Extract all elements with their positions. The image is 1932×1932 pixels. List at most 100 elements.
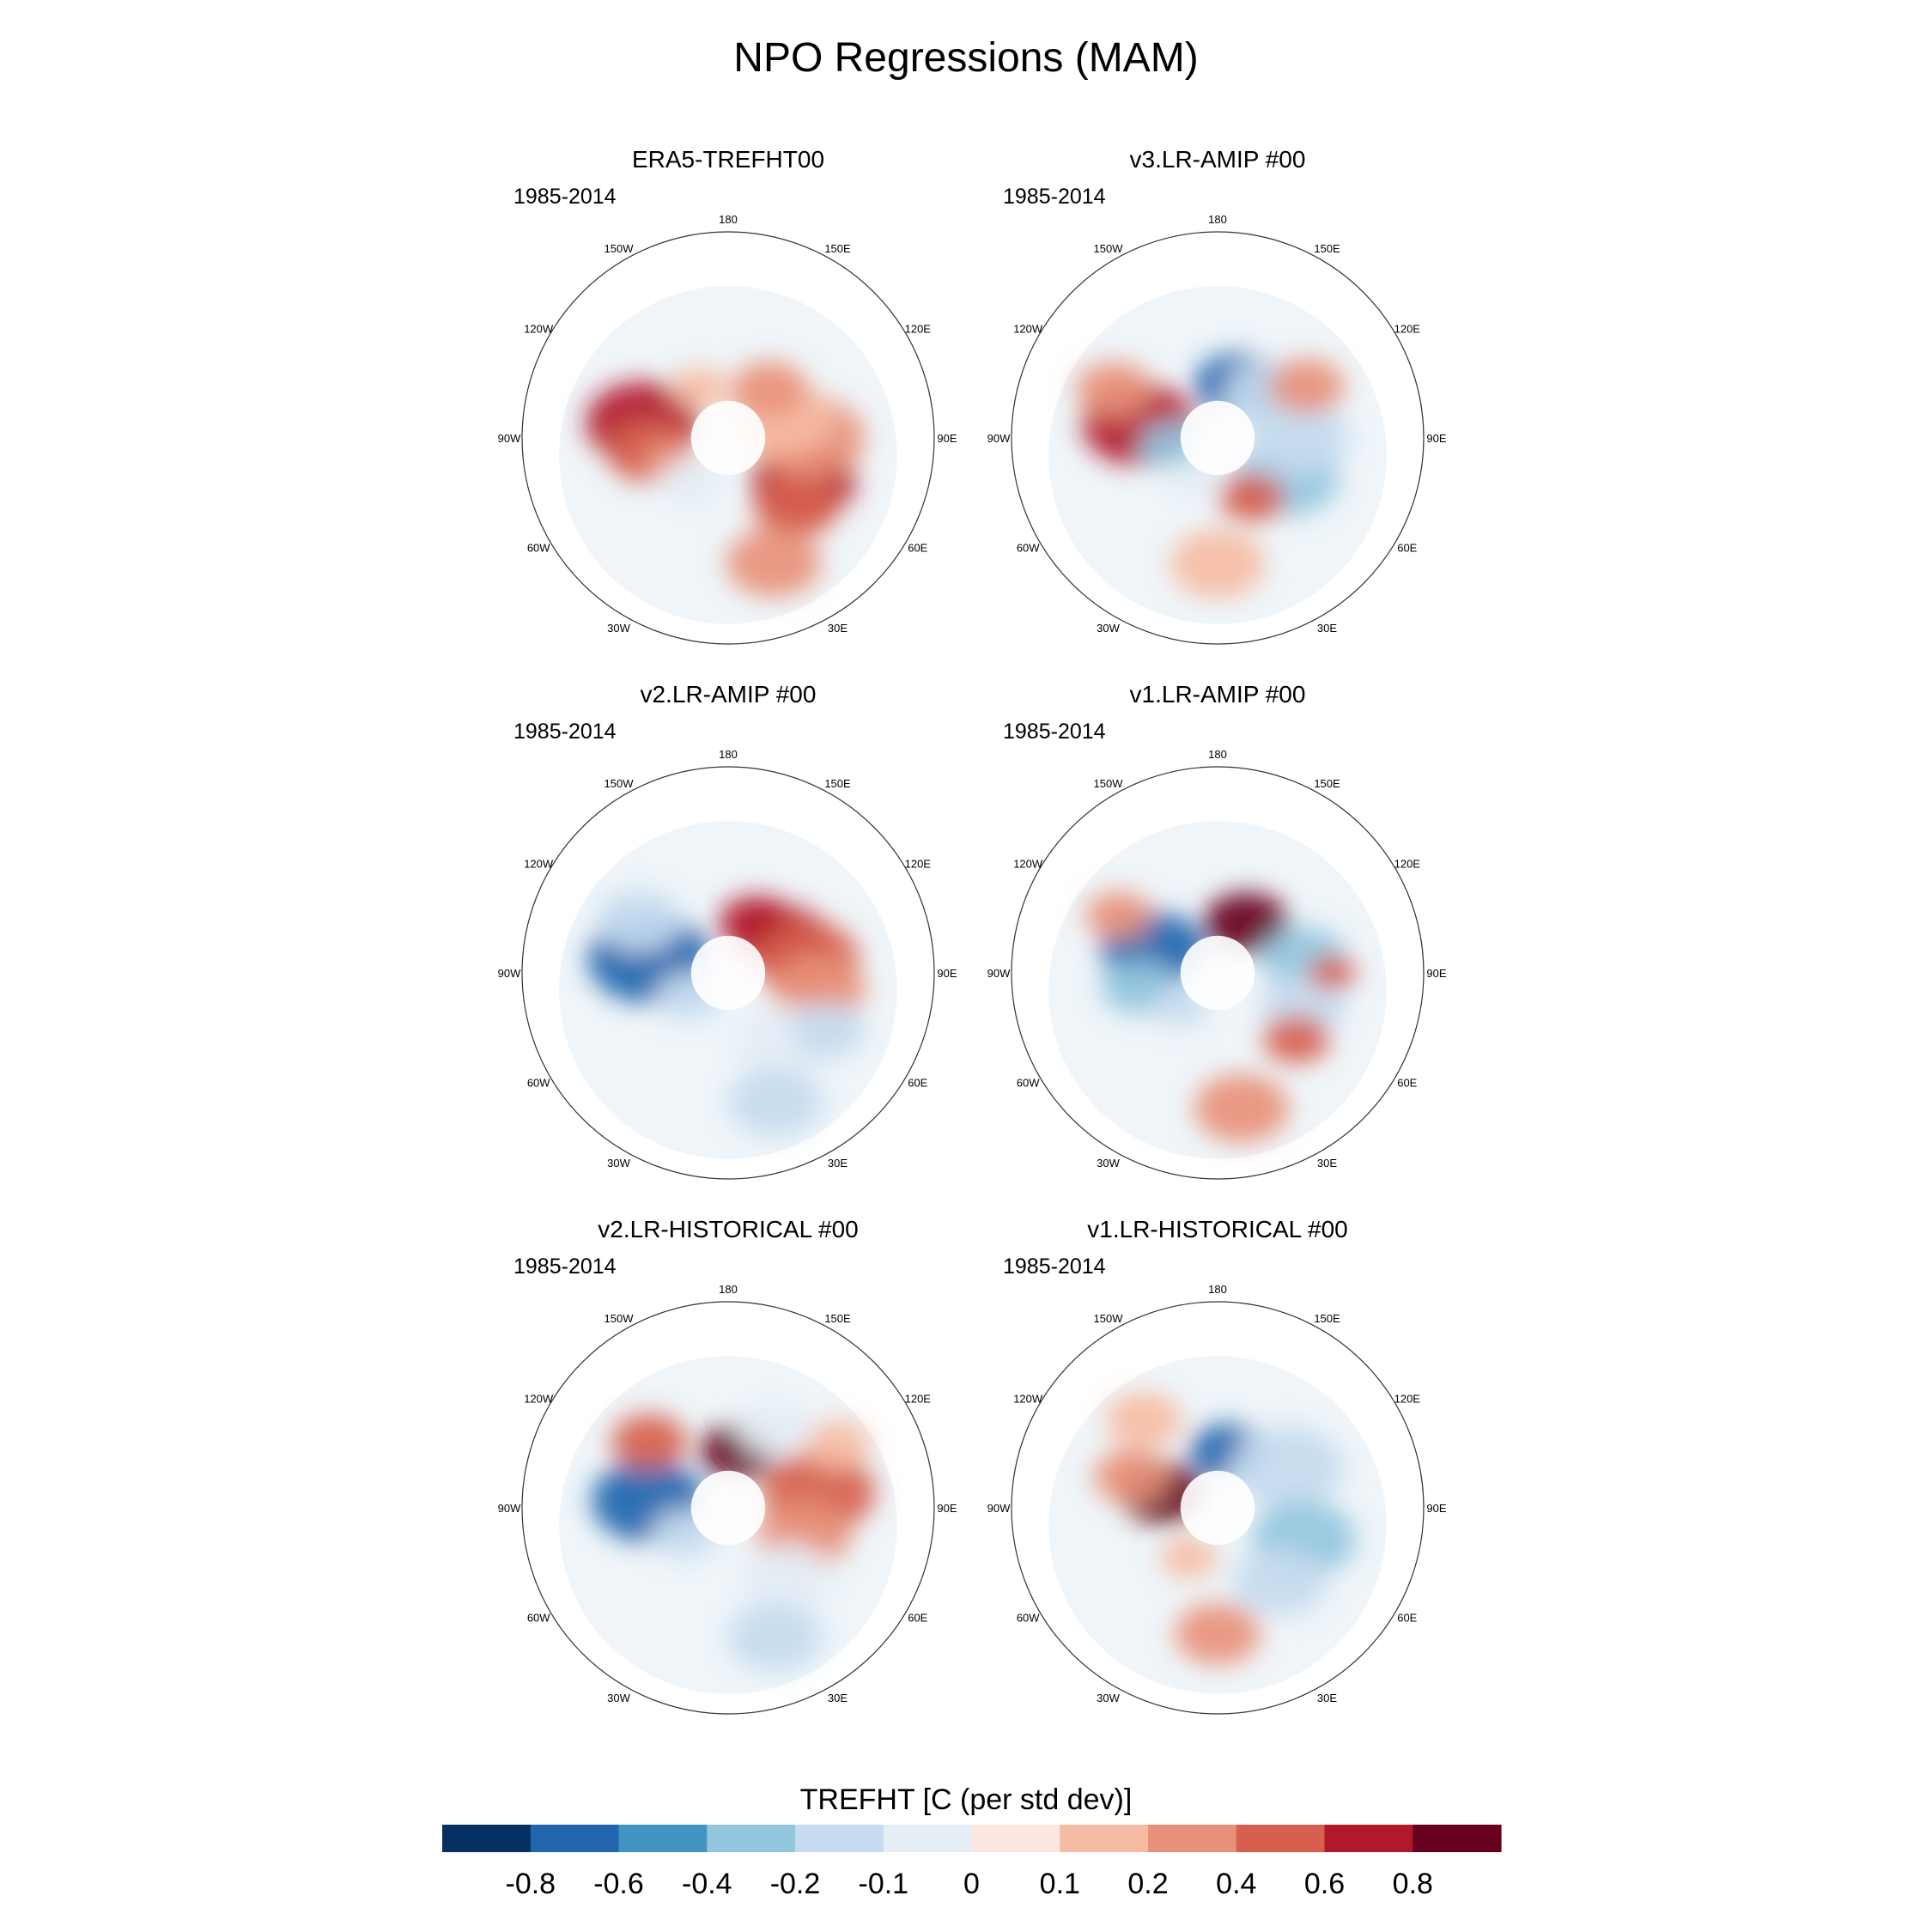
longitude-label: 180 [1208, 1283, 1227, 1296]
anomaly-region [611, 1413, 688, 1469]
longitude-label: 150E [1314, 242, 1340, 255]
panel-title: v3.LR-AMIP #00 [1129, 146, 1306, 173]
longitude-label: 90W [498, 967, 521, 980]
longitude-label: 90W [987, 1502, 1011, 1515]
longitude-label: 60E [908, 1077, 927, 1090]
longitude-label: 180 [1208, 748, 1227, 761]
map-boundary [1011, 1301, 1425, 1715]
polar-map: 180 150E 120E 90E 60E 30E 0 30W 60W 90W 120W 150W [498, 748, 957, 1188]
longitude-label: 30E [828, 622, 848, 635]
colorbar-tick-label: -0.1 [859, 1868, 909, 1900]
longitude-label: 180 [719, 748, 738, 761]
anomaly-region [1218, 473, 1285, 522]
polar-map: 180 150E 120E 90E 60E 30E 0 30W 60W 90W 120W 150W [498, 213, 957, 653]
longitude-label: 30E [1317, 1692, 1337, 1704]
longitude-label: 30W [1097, 1157, 1120, 1170]
longitude-label: 30W [1097, 1692, 1120, 1704]
anomaly-region [726, 528, 821, 598]
longitude-label: 0 [725, 651, 731, 653]
arctic-ocean [690, 400, 766, 476]
anomaly-region [1085, 891, 1151, 940]
colorbar: -0.8 -0.6 -0.4 -0.2 -0.1 0 0.1 0.2 0.4 0.6 0.8 [442, 1825, 1502, 1900]
longitude-label: 0 [725, 1721, 731, 1722]
colorbar-swatch [883, 1825, 973, 1852]
longitude-label: 150W [1094, 1312, 1124, 1325]
longitude-label: 30E [828, 1692, 848, 1704]
colorbar-tick-label: 0.6 [1304, 1868, 1345, 1900]
colorbar-swatch [795, 1825, 884, 1852]
panel-period: 1985-2014 [513, 1255, 617, 1279]
map-panel: v1.LR-AMIP #00 1985-2014 180 150E 120E 90E 60E… [977, 681, 1458, 1188]
longitude-label: 150E [824, 242, 851, 255]
anomaly-region [753, 475, 839, 538]
anomaly-region [1170, 529, 1265, 598]
colorbar-tick-label: 0.1 [1040, 1868, 1080, 1900]
longitude-label: 0 [725, 1186, 731, 1188]
longitude-label: 0 [1214, 1186, 1220, 1188]
colorbar-swatch [1413, 1825, 1502, 1852]
colorbar-tick-label: -0.2 [770, 1868, 821, 1900]
longitude-label: 180 [1208, 213, 1227, 226]
longitude-label: 150W [605, 777, 635, 790]
colorbar-swatch [707, 1825, 796, 1852]
colorbar-tick-label: 0 [963, 1868, 980, 1900]
longitude-label: 60E [908, 542, 927, 555]
colorbar-title: TREFHT [C (per std dev)] [799, 1783, 1133, 1816]
anomaly-region [1175, 1602, 1261, 1665]
map-panel: v2.LR-HISTORICAL #00 1985-2014 180 150E 120E… [488, 1216, 969, 1722]
anomaly-region [736, 1400, 812, 1456]
longitude-label: 120E [1394, 1393, 1421, 1406]
longitude-label: 60W [1017, 1612, 1040, 1625]
colorbar-tick-label: 0.8 [1393, 1868, 1433, 1900]
anomaly-region [739, 1543, 835, 1613]
colorbar-swatch [530, 1825, 620, 1852]
anomaly-region [727, 1067, 823, 1137]
longitude-label: 120W [524, 1393, 554, 1406]
longitude-label: 30W [1097, 622, 1120, 635]
anomaly-region [1194, 1073, 1289, 1143]
arctic-ocean [690, 935, 766, 1011]
anomaly-region [1093, 1449, 1170, 1504]
longitude-label: 30E [1317, 1157, 1337, 1170]
longitude-label: 180 [719, 213, 738, 226]
longitude-label: 120W [1013, 1393, 1043, 1406]
anomaly-region [1160, 1536, 1218, 1578]
anomaly-region [1245, 400, 1350, 476]
map-panel: v1.LR-HISTORICAL #00 1985-2014 180 150E 120E… [977, 1216, 1458, 1722]
colorbar-tick-label: -0.4 [682, 1868, 732, 1900]
polar-map: 180 150E 120E 90E 60E 30E 0 30W 60W 90W 120W 150W [498, 1283, 957, 1722]
arctic-ocean [1180, 1470, 1255, 1546]
longitude-label: 90E [1426, 967, 1446, 980]
longitude-label: 90E [1426, 1502, 1446, 1515]
longitude-label: 60W [527, 1612, 550, 1625]
longitude-label: 150W [605, 1312, 635, 1325]
longitude-label: 120W [524, 323, 554, 336]
map-boundary [521, 766, 935, 1180]
longitude-label: 0 [1214, 1721, 1220, 1722]
anomaly-region [671, 368, 728, 410]
arctic-ocean [1180, 400, 1255, 476]
map-boundary [521, 231, 935, 645]
colorbar-swatch [442, 1825, 532, 1852]
colorbar-swatch [1324, 1825, 1413, 1852]
colorbar-swatch [618, 1825, 708, 1852]
anomaly-region [596, 890, 682, 952]
panel-period: 1985-2014 [513, 185, 617, 209]
longitude-label: 0 [1214, 651, 1220, 653]
longitude-label: 120E [905, 323, 932, 336]
colorbar-swatch [1236, 1825, 1326, 1852]
map-boundary [521, 1301, 935, 1715]
anomaly-region [1106, 1392, 1182, 1448]
map-boundary [1011, 231, 1425, 645]
longitude-label: 120W [1013, 858, 1043, 871]
longitude-label: 120E [905, 858, 932, 871]
longitude-label: 60E [1397, 542, 1417, 555]
longitude-label: 90E [937, 432, 957, 445]
longitude-label: 150W [1094, 242, 1124, 255]
anomaly-region [727, 1602, 823, 1672]
polar-map: 180 150E 120E 90E 60E 30E 0 30W 60W 90W 120W 150W [987, 213, 1447, 653]
longitude-label: 90E [937, 1502, 957, 1515]
panel-period: 1985-2014 [1003, 720, 1106, 744]
longitude-label: 120E [1394, 323, 1421, 336]
anomaly-region [1076, 361, 1152, 417]
